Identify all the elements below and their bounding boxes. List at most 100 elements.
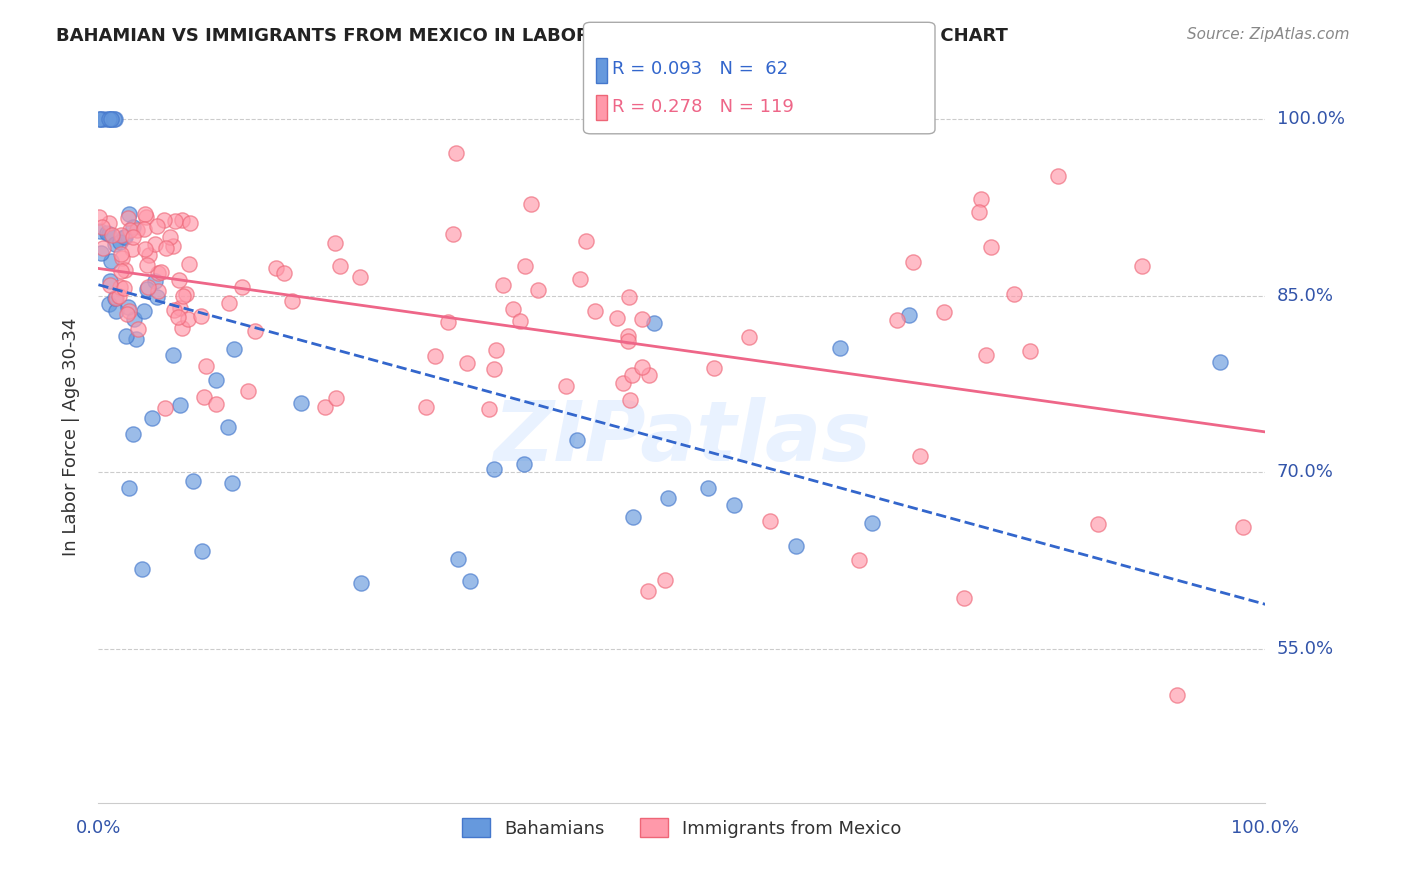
Bahamians (114, 328, 136, 343)
Immigrants from Mexico (1087, 516, 1109, 531)
Immigrants from Mexico (135, 258, 157, 272)
Immigrants from Mexico (117, 304, 139, 318)
Bahamians (90, 112, 112, 126)
Bahamians (105, 304, 128, 318)
Bahamians (205, 373, 228, 387)
Immigrants from Mexico (325, 392, 347, 406)
Immigrants from Mexico (281, 293, 304, 308)
Immigrants from Mexico (194, 359, 217, 373)
Bahamians (90, 112, 112, 126)
Bahamians (1209, 355, 1232, 369)
Immigrants from Mexico (509, 314, 531, 328)
Immigrants from Mexico (437, 315, 460, 329)
Immigrants from Mexico (115, 307, 138, 321)
Text: BAHAMIAN VS IMMIGRANTS FROM MEXICO IN LABOR FORCE | AGE 30-34 CORRELATION CHART: BAHAMIAN VS IMMIGRANTS FROM MEXICO IN LA… (56, 27, 1008, 45)
Immigrants from Mexico (146, 219, 169, 233)
Immigrants from Mexico (979, 240, 1001, 254)
Immigrants from Mexico (423, 349, 446, 363)
Immigrants from Mexico (163, 214, 186, 228)
Immigrants from Mexico (169, 301, 191, 315)
Immigrants from Mexico (146, 266, 169, 280)
Immigrants from Mexico (1232, 520, 1254, 534)
Immigrants from Mexico (654, 574, 676, 588)
Immigrants from Mexico (90, 220, 112, 235)
Bahamians (104, 112, 127, 126)
Immigrants from Mexico (970, 192, 993, 206)
Text: ZIPatlas: ZIPatlas (494, 397, 870, 477)
Immigrants from Mexico (146, 284, 169, 298)
Bahamians (117, 300, 139, 314)
Immigrants from Mexico (150, 265, 173, 279)
Immigrants from Mexico (134, 242, 156, 256)
Immigrants from Mexico (110, 263, 132, 277)
Immigrants from Mexico (176, 286, 198, 301)
Immigrants from Mexico (121, 230, 143, 244)
Bahamians (104, 237, 127, 252)
Immigrants from Mexico (444, 145, 467, 160)
Bahamians (98, 274, 121, 288)
Immigrants from Mexico (631, 312, 654, 326)
Bahamians (98, 227, 121, 241)
Immigrants from Mexico (329, 259, 352, 273)
Immigrants from Mexico (104, 291, 127, 305)
Immigrants from Mexico (127, 322, 149, 336)
Bahamians (89, 112, 111, 126)
Immigrants from Mexico (98, 278, 121, 293)
Immigrants from Mexico (108, 289, 131, 303)
Immigrants from Mexico (415, 400, 437, 414)
Text: 70.0%: 70.0% (1277, 464, 1333, 482)
Immigrants from Mexico (87, 210, 110, 224)
Bahamians (141, 410, 163, 425)
Bahamians (100, 112, 122, 126)
Immigrants from Mexico (97, 216, 120, 230)
Immigrants from Mexico (117, 211, 139, 226)
Bahamians (90, 246, 112, 260)
Text: 55.0%: 55.0% (1277, 640, 1334, 658)
Immigrants from Mexico (231, 280, 253, 294)
Immigrants from Mexico (1166, 688, 1188, 702)
Immigrants from Mexico (177, 312, 200, 326)
Bahamians (221, 476, 243, 491)
Bahamians (103, 112, 125, 126)
Immigrants from Mexico (264, 260, 287, 275)
Immigrants from Mexico (492, 278, 515, 293)
Text: 100.0%: 100.0% (1232, 820, 1299, 838)
Immigrants from Mexico (1019, 343, 1042, 358)
Immigrants from Mexico (1002, 287, 1025, 301)
Immigrants from Mexico (238, 384, 260, 398)
Immigrants from Mexico (138, 248, 160, 262)
Legend: Bahamians, Immigrants from Mexico: Bahamians, Immigrants from Mexico (456, 811, 908, 845)
Bahamians (146, 290, 169, 304)
Immigrants from Mexico (273, 266, 295, 280)
Immigrants from Mexico (513, 260, 536, 274)
Immigrants from Mexico (620, 368, 643, 382)
Immigrants from Mexico (908, 449, 931, 463)
Text: 0.0%: 0.0% (76, 820, 121, 838)
Immigrants from Mexico (738, 330, 761, 344)
Immigrants from Mexico (167, 310, 190, 325)
Bahamians (860, 516, 883, 530)
Bahamians (108, 235, 131, 249)
Immigrants from Mexico (159, 229, 181, 244)
Immigrants from Mexico (456, 356, 478, 370)
Bahamians (565, 434, 588, 448)
Immigrants from Mexico (167, 273, 190, 287)
Bahamians (190, 544, 212, 558)
Immigrants from Mexico (612, 376, 634, 390)
Immigrants from Mexico (118, 223, 141, 237)
Immigrants from Mexico (575, 234, 598, 248)
Immigrants from Mexico (617, 334, 640, 348)
Immigrants from Mexico (1047, 169, 1070, 184)
Bahamians (125, 332, 148, 346)
Bahamians (349, 576, 371, 591)
Bahamians (118, 207, 141, 221)
Bahamians (621, 510, 644, 524)
Bahamians (94, 112, 117, 126)
Bahamians (118, 481, 141, 495)
Immigrants from Mexico (243, 324, 266, 338)
Bahamians (224, 343, 246, 357)
Immigrants from Mexico (143, 236, 166, 251)
Immigrants from Mexico (101, 228, 124, 243)
Bahamians (97, 112, 120, 126)
Immigrants from Mexico (520, 197, 543, 211)
